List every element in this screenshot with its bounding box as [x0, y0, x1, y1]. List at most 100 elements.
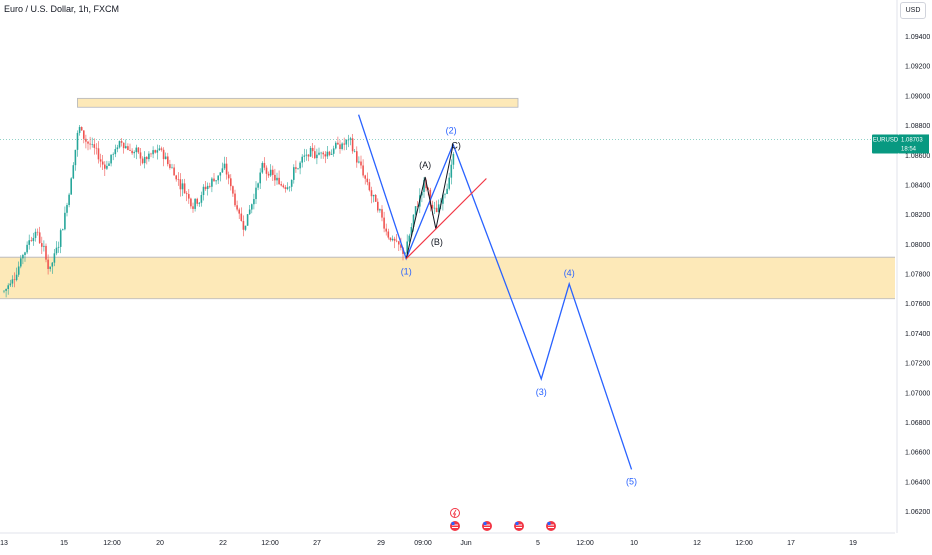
candle-body [232, 186, 234, 194]
support-zone [0, 257, 895, 299]
candle-body [234, 193, 236, 206]
candle-body [158, 148, 161, 151]
candle-body [131, 150, 133, 154]
candle-body [452, 153, 455, 165]
candle-body [95, 147, 98, 149]
candle-body [177, 179, 180, 180]
candle-body [202, 186, 205, 196]
candle-body [253, 199, 255, 205]
candle-body [30, 240, 33, 242]
candle-body [442, 194, 444, 204]
candle-body [192, 206, 194, 209]
candle-body [215, 180, 217, 182]
candle-body [183, 183, 186, 194]
candle-body [284, 187, 287, 189]
candle-body [143, 156, 146, 164]
candle-body [358, 161, 360, 163]
price-tag-price: 1.08703 [901, 137, 923, 143]
candle-body [303, 155, 306, 157]
candle-body [412, 214, 415, 227]
flag-stripe [484, 527, 490, 528]
time-tick-label: 29 [377, 540, 385, 547]
candle-body [345, 139, 348, 145]
candle-body [435, 207, 438, 213]
candle-body [211, 178, 213, 187]
candle-body [393, 238, 396, 241]
candle-body [28, 240, 30, 245]
candle-body [383, 217, 385, 229]
candle-body [181, 183, 184, 190]
candle-body [238, 209, 240, 214]
currency-button[interactable]: USD [900, 2, 926, 19]
candle-body [328, 151, 331, 155]
candle-body [265, 167, 268, 174]
candle-body [7, 285, 9, 289]
candle-body [385, 228, 387, 232]
candle-body [106, 165, 108, 169]
candle-body [66, 204, 68, 213]
lightning-icon [450, 508, 460, 518]
candle-body [83, 130, 85, 139]
candle-body [431, 204, 434, 209]
candle-body [190, 198, 192, 207]
candle-body [335, 142, 337, 149]
candle-body [372, 194, 375, 197]
candle-body [200, 195, 203, 203]
candle-body [173, 167, 175, 176]
candle-body [311, 147, 314, 152]
candle-body [351, 138, 354, 152]
lines-layer [357, 114, 633, 470]
candle-body [343, 143, 345, 145]
candle-body [196, 198, 198, 204]
candle-body [171, 167, 173, 169]
chart-title: Euro / U.S. Dollar, 1h, FXCM [4, 4, 120, 14]
candle-body [423, 180, 425, 193]
candle-body [349, 138, 352, 140]
candle-body [133, 152, 135, 154]
candle-body [219, 172, 222, 176]
candle-body [230, 178, 232, 187]
candle-body [15, 274, 18, 281]
candle-body [5, 288, 7, 291]
candle-body [152, 150, 154, 155]
candle-body [299, 162, 301, 169]
candle-body [146, 156, 148, 160]
candle-body [387, 231, 390, 238]
candle-body [301, 156, 303, 163]
abc-correction-line [405, 144, 454, 259]
candle-body [64, 212, 66, 230]
candle-body [43, 245, 45, 247]
time-tick-label: 15 [60, 540, 68, 547]
candle-body [360, 161, 362, 166]
candle-body [167, 156, 169, 165]
time-tick-label: 12:00 [576, 540, 594, 547]
candle-body [437, 204, 440, 213]
candle-body [36, 231, 39, 233]
wave-label-b: (B) [431, 237, 443, 247]
candle-body [408, 235, 411, 242]
candle-body [341, 143, 343, 150]
candle-body [364, 175, 366, 179]
candle-body [22, 254, 24, 259]
flag-stripe [548, 527, 554, 528]
candle-body [286, 187, 289, 189]
time-tick-label: 20 [156, 540, 164, 547]
candle-body [400, 244, 402, 248]
candle-body [427, 188, 429, 190]
candle-body [225, 163, 228, 175]
candle-body [381, 209, 383, 218]
candle-body [162, 149, 165, 160]
candle-body [125, 146, 127, 149]
candle-body [276, 177, 278, 181]
candle-body [59, 230, 62, 247]
candle-body [127, 146, 129, 150]
candle-body [198, 202, 201, 204]
candle-body [17, 266, 20, 275]
candle-body [11, 279, 14, 284]
candle-body [290, 179, 293, 187]
candle-body [122, 142, 125, 149]
candle-body [97, 148, 100, 160]
candle-body [164, 156, 167, 160]
